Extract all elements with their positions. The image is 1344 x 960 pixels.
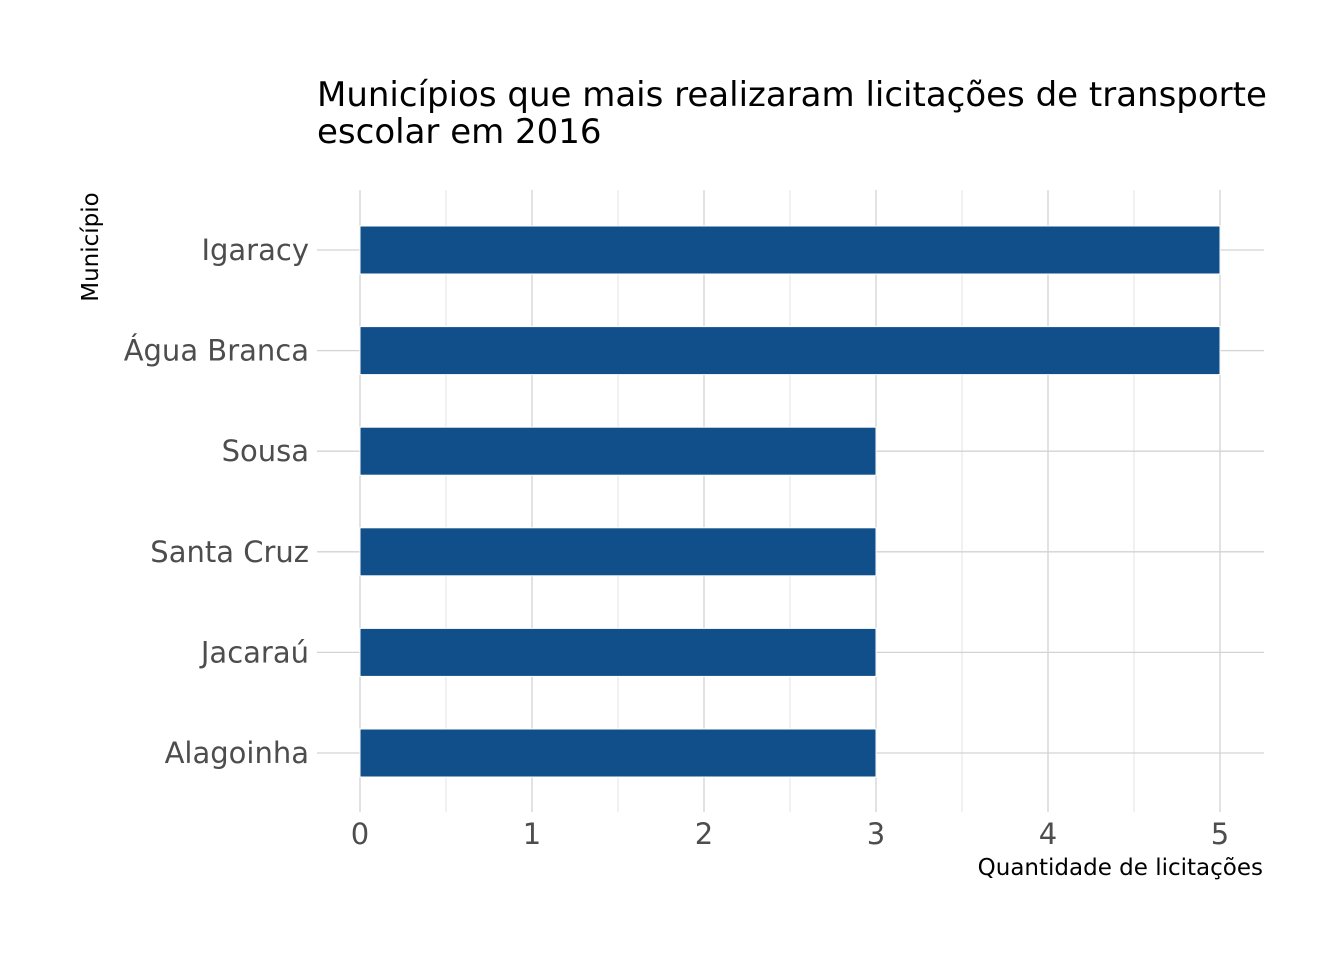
bar: [359, 627, 877, 677]
x-tick-label: 4: [1039, 817, 1057, 851]
x-tick-label: 2: [695, 817, 713, 851]
y-axis-title: Município: [78, 192, 104, 302]
bar: [359, 728, 877, 778]
bars: [359, 225, 1221, 778]
x-axis-tick-labels: 0 1 2 3 4 5: [351, 817, 1229, 851]
bar: [359, 426, 877, 476]
y-tick-label: Jacaraú: [199, 635, 309, 669]
gridlines: [317, 190, 1264, 812]
chart-title-line-1: Municípios que mais realizaram licitaçõe…: [317, 75, 1267, 115]
y-tick-label: Sousa: [222, 434, 309, 468]
y-tick-label: Alagoinha: [165, 736, 309, 770]
y-axis-tick-labels: Igaracy Água Branca Sousa Santa Cruz Jacaraú…: [124, 233, 309, 770]
bar: [359, 225, 1221, 275]
x-tick-label: 0: [351, 817, 369, 851]
y-tick-label: Santa Cruz: [150, 535, 309, 569]
chart-title-line-2: escolar em 2016: [317, 112, 602, 152]
y-tick-label: Igaracy: [201, 233, 309, 267]
x-axis-title: Quantidade de licitações: [978, 855, 1263, 881]
x-tick-label: 1: [523, 817, 541, 851]
bar: [359, 326, 1221, 376]
y-tick-label: Água Branca: [124, 334, 309, 368]
x-tick-label: 5: [1211, 817, 1229, 851]
x-tick-label: 3: [867, 817, 885, 851]
bar: [359, 527, 877, 577]
